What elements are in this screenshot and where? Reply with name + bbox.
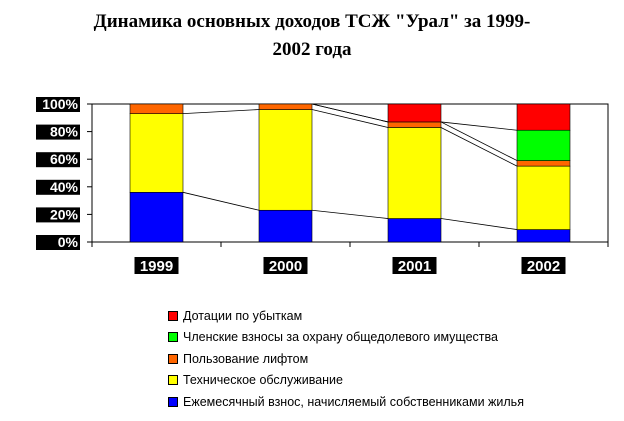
bar-segment: [129, 113, 184, 193]
bar-segment: [129, 103, 184, 114]
series-connector-line: [311, 109, 389, 128]
x-tick-label: 2001: [398, 258, 431, 275]
bar-segment: [258, 103, 313, 110]
series-connector-line: [440, 121, 518, 131]
legend-item: Пользование лифтом: [168, 348, 524, 370]
legend-swatch: [168, 353, 178, 364]
y-tick-label: 100%: [42, 96, 78, 112]
series-connector-line: [311, 209, 389, 219]
x-tick-label: 2000: [269, 258, 302, 275]
x-tick-label-bg: [134, 257, 179, 274]
chart-title: Динамика основных доходов ТСЖ "Урал" за …: [0, 8, 624, 64]
x-tick-label-bg: [392, 257, 437, 274]
legend-label: Ежемесячный взнос, начисляемый собственн…: [183, 394, 524, 409]
y-tick-label-bg: [36, 179, 80, 195]
bar-segment: [387, 103, 442, 123]
legend-item: Ежемесячный взнос, начисляемый собственн…: [168, 391, 524, 413]
bar-segment: [387, 127, 442, 219]
y-tick-label: 80%: [50, 124, 79, 140]
legend-label: Пользование лифтом: [183, 351, 309, 366]
legend-swatch: [168, 332, 178, 343]
y-tick-label-bg: [36, 124, 80, 140]
y-tick-label-bg: [36, 152, 80, 168]
x-tick-label: 1999: [140, 258, 173, 275]
bar-segment: [258, 109, 313, 211]
x-tick-label: 2002: [527, 258, 560, 275]
legend-swatch: [168, 396, 178, 407]
chart-legend: Дотации по убыткам Членские взносы за охр…: [168, 305, 524, 413]
chart-title-line1: Динамика основных доходов ТСЖ "Урал" за …: [93, 11, 531, 32]
y-tick-label: 40%: [50, 179, 79, 195]
bar-segment: [387, 121, 442, 128]
legend-item: Членские взносы за охрану общедолевого и…: [168, 327, 524, 349]
bar-segment: [516, 160, 571, 167]
y-tick-label: 0%: [58, 234, 79, 250]
legend-label: Членские взносы за охрану общедолевого и…: [183, 330, 498, 345]
series-connector-line: [182, 191, 260, 211]
legend-label: Дотации по убыткам: [183, 308, 303, 323]
y-tick-label-bg: [36, 97, 80, 112]
bar-segment: [258, 209, 313, 243]
bar-segment: [387, 218, 442, 243]
y-tick-label-bg: [36, 207, 80, 223]
chart-title-line2: 2002 года: [272, 39, 352, 60]
legend-item: Техническое обслуживание: [168, 370, 524, 392]
legend-swatch: [168, 375, 178, 386]
y-tick-label: 20%: [50, 206, 79, 222]
x-tick-label-bg: [521, 257, 566, 274]
legend-swatch: [168, 310, 178, 321]
series-connector-line: [440, 218, 518, 230]
y-tick-label-bg: [36, 235, 80, 250]
series-connector-line: [182, 109, 260, 115]
series-connector-line: [440, 121, 518, 161]
bar-segment: [516, 165, 571, 230]
x-tick-label-bg: [263, 257, 308, 274]
series-connector-line: [440, 127, 518, 167]
bar-segment: [516, 129, 571, 161]
bar-segment: [516, 229, 571, 243]
legend-label: Техническое обслуживание: [183, 373, 343, 388]
legend-item: Дотации по убыткам: [168, 305, 524, 327]
bar-segment: [129, 192, 184, 243]
series-connector-line: [311, 103, 389, 123]
bar-segment: [516, 103, 571, 131]
y-tick-label: 60%: [50, 151, 79, 167]
